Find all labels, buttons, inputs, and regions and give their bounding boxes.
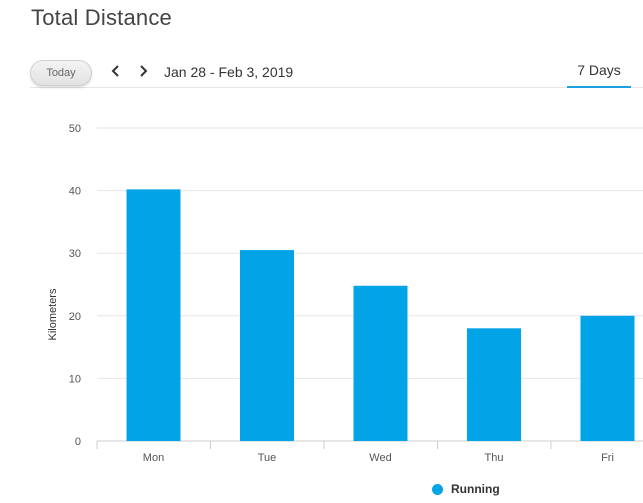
page-title: Total Distance — [31, 5, 172, 30]
x-tick-label: Tue — [258, 452, 277, 464]
today-button[interactable]: Today — [30, 60, 92, 86]
chart-canvas: 0 10 20 30 40 50 Mon Tue Wed Thu Fri Kilometers — [47, 123, 643, 464]
bar-tue — [240, 250, 294, 441]
legend-swatch — [432, 483, 443, 495]
y-tick-label: 20 — [69, 311, 81, 323]
y-axis-label: Kilometers — [47, 288, 59, 340]
tab-7-days[interactable]: 7 Days — [567, 56, 631, 88]
y-tick-label: 40 — [69, 186, 81, 198]
bar-fri — [580, 315, 635, 441]
chart-legend[interactable]: Running — [432, 481, 500, 497]
y-tick-label: 10 — [69, 373, 81, 385]
bar-thu — [467, 328, 521, 441]
bar-mon — [126, 189, 181, 441]
x-tick-label: Fri — [601, 452, 614, 464]
x-tick-label: Mon — [143, 452, 164, 464]
chevron-left-icon[interactable] — [109, 64, 123, 78]
chevron-right-icon[interactable] — [136, 64, 150, 78]
bar-wed — [353, 285, 408, 441]
y-tick-label: 0 — [75, 436, 81, 448]
x-tick-label: Wed — [369, 452, 391, 464]
distance-bar-chart: 0 10 20 30 40 50 Mon Tue Wed Thu Fri Kilometers — [0, 95, 643, 503]
legend-label: Running — [451, 482, 500, 496]
y-tick-label: 50 — [69, 123, 81, 135]
y-tick-label: 30 — [69, 248, 81, 260]
date-toolbar: Today Jan 28 - Feb 3, 2019 7 Days — [30, 56, 643, 88]
date-range-label: Jan 28 - Feb 3, 2019 — [164, 64, 294, 80]
x-tick-label: Thu — [485, 452, 504, 464]
